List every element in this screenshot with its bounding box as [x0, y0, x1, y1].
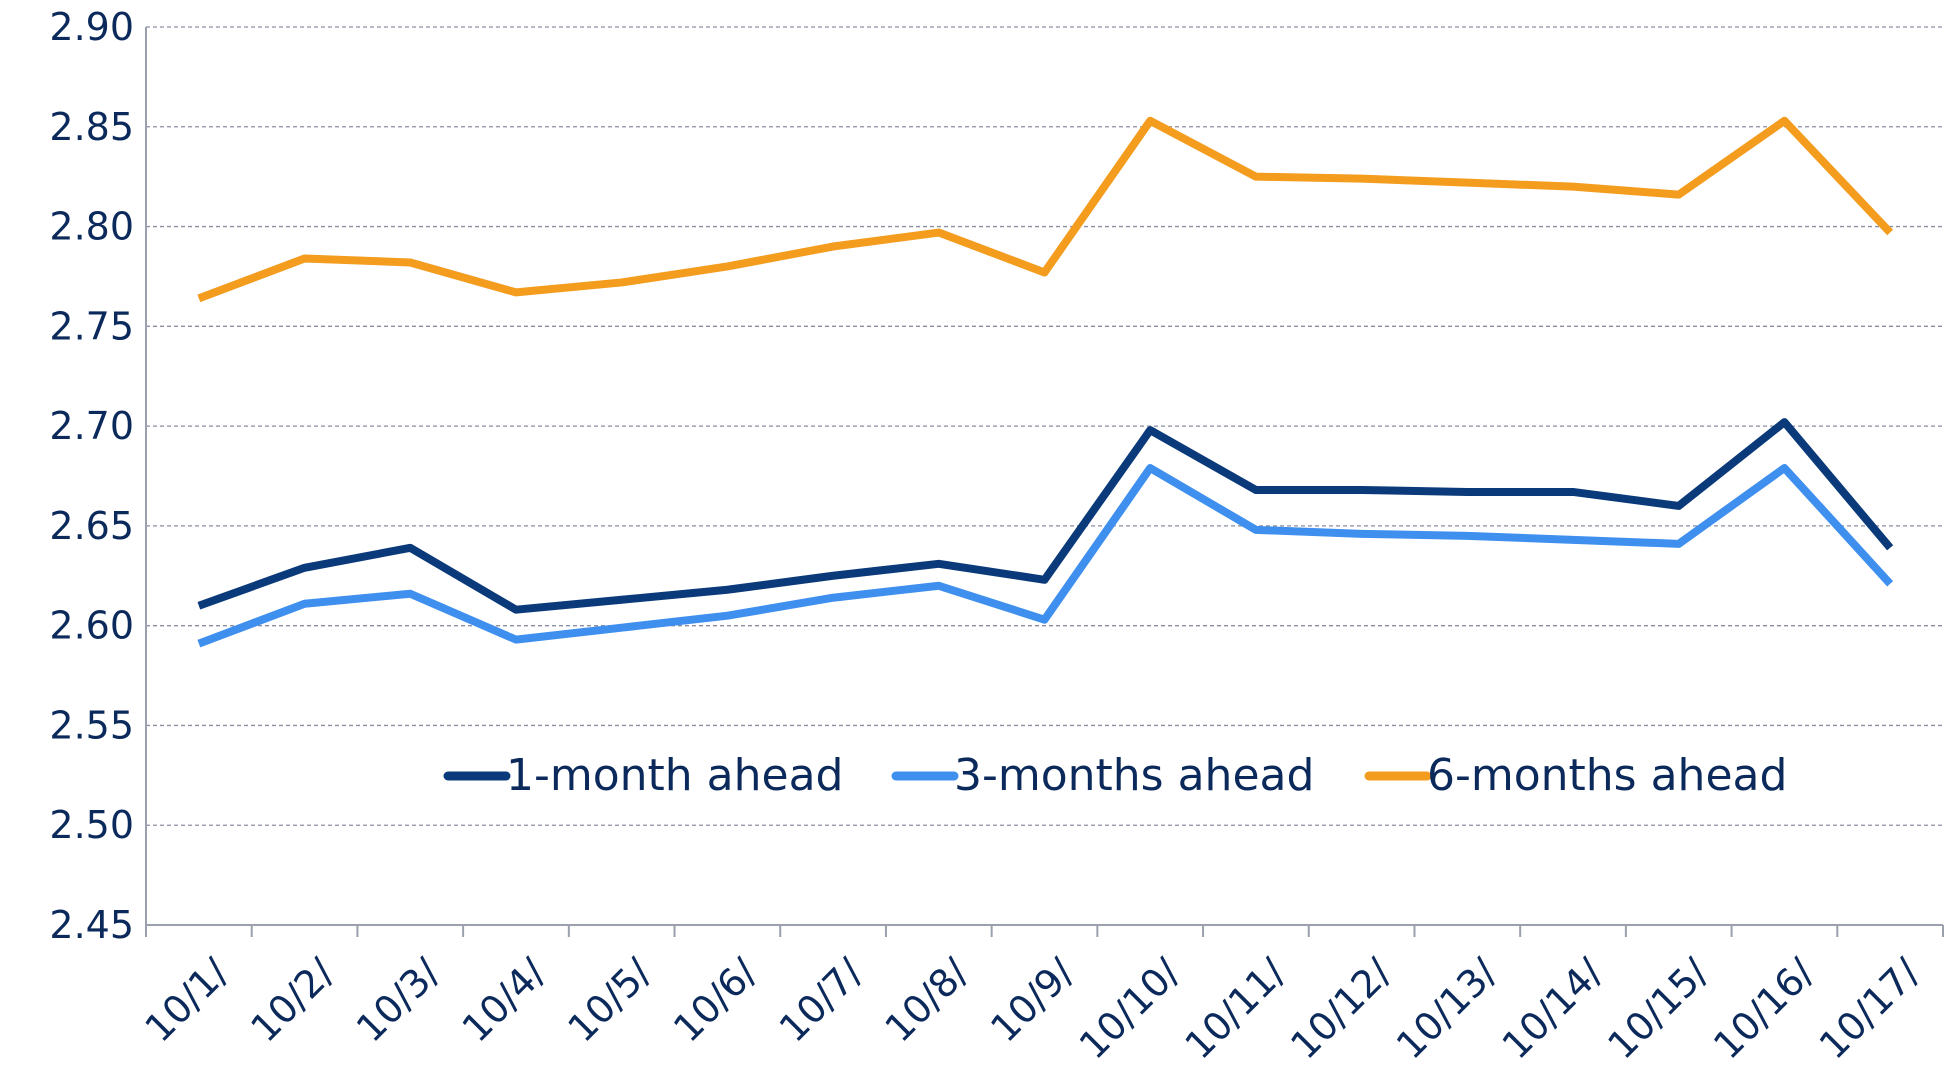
- y-tick-label: 2.50: [49, 803, 134, 847]
- y-tick-label: 2.80: [49, 205, 134, 249]
- x-tick-label: 10/11/: [1176, 950, 1294, 1068]
- x-tick-label: 10/5/: [559, 950, 660, 1051]
- x-tick-label: 10/16/: [1705, 950, 1823, 1068]
- x-tick-label: 10/7/: [771, 950, 872, 1051]
- x-tick-label: 10/9/: [982, 950, 1083, 1051]
- x-tick-label: 10/1/: [137, 950, 238, 1051]
- y-tick-label: 2.60: [49, 604, 134, 648]
- series-line: [197, 418, 1894, 614]
- y-tick-label: 2.45: [49, 903, 134, 947]
- x-tick-label: 10/14/: [1494, 950, 1612, 1068]
- series-line: [197, 116, 1894, 303]
- x-tick-label: 10/4/: [454, 950, 555, 1051]
- legend-label: 3-months ahead: [954, 750, 1314, 801]
- series-line: [197, 464, 1894, 648]
- legend-label: 6-months ahead: [1427, 750, 1787, 801]
- y-tick-label: 2.85: [49, 105, 134, 149]
- legend-label: 1-month ahead: [506, 750, 843, 801]
- y-tick-label: 2.90: [49, 5, 134, 49]
- x-tick-label: 10/2/: [242, 950, 343, 1051]
- y-tick-label: 2.70: [49, 404, 134, 448]
- x-tick-label: 10/3/: [348, 950, 449, 1051]
- y-tick-label: 2.55: [49, 703, 134, 747]
- y-tick-label: 2.75: [49, 304, 134, 348]
- x-tick-label: 10/13/: [1388, 950, 1506, 1068]
- y-tick-label: 2.65: [49, 504, 134, 548]
- x-tick-label: 10/10/: [1071, 950, 1189, 1068]
- x-tick-label: 10/6/: [665, 950, 766, 1051]
- x-tick-label: 10/12/: [1282, 950, 1400, 1068]
- x-tick-label: 10/15/: [1599, 950, 1717, 1068]
- x-tick-label: 10/8/: [876, 950, 977, 1051]
- x-tick-label: 10/17/: [1811, 950, 1929, 1068]
